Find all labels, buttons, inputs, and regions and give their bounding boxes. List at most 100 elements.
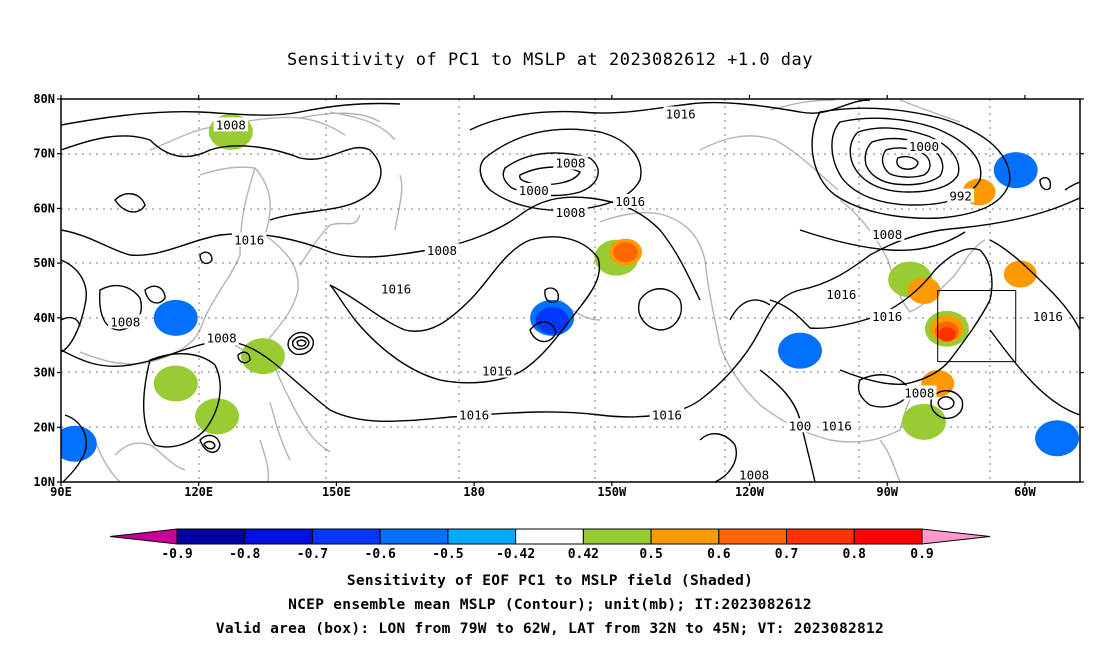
contour-label-bg — [1030, 308, 1066, 323]
contour-label-bg — [108, 314, 143, 329]
lon-tick-label: 90E — [50, 485, 72, 499]
contour-label: 1016 — [234, 232, 264, 247]
lon-tick-label: 150E — [322, 485, 351, 499]
contour-label: 1016 — [482, 364, 512, 379]
contour-label-bg — [736, 467, 772, 482]
contour-label: 1016 — [822, 418, 852, 433]
colorbar-bin — [311, 528, 381, 545]
contour-label: 992 — [949, 188, 972, 203]
contour-label-bg — [479, 363, 515, 378]
contour-label: 1016 — [615, 194, 645, 209]
contour-label: 1008 — [427, 243, 457, 258]
shaded-cell — [240, 338, 285, 375]
colorbar-label: -0.5 — [432, 547, 463, 562]
contour-label-bg — [213, 117, 249, 132]
colorbar-bin — [379, 528, 449, 545]
contour-label-bg — [906, 139, 942, 154]
map-frame — [60, 98, 1081, 483]
contour-label: 1008 — [739, 468, 769, 483]
contour-label: 1008 — [207, 331, 237, 346]
colorbar-bin — [786, 528, 855, 545]
contour-label: 1008 — [904, 385, 934, 400]
shaded-cell — [535, 307, 569, 335]
lat-tick-label: 50N — [33, 256, 55, 270]
contour-label-bg — [231, 232, 267, 247]
contour-label: 1008 — [110, 314, 140, 329]
shaded-cell — [613, 242, 638, 263]
contour-label: 1016 — [1033, 309, 1063, 324]
contour-label: 1016 — [652, 407, 682, 422]
contour-label-bg — [424, 243, 460, 258]
contour-label-bg — [378, 281, 414, 296]
contour-labels: 1008 1008 1016 1000 992 1000 1008 1016 1016 1008 1… — [108, 106, 1066, 483]
contour-label: 1016 — [872, 309, 902, 324]
shaded-cell — [195, 398, 240, 435]
colorbar-label: -0.8 — [229, 547, 260, 562]
mslp-contours — [61, 99, 1080, 482]
shaded-cell — [153, 299, 198, 336]
contour-label: 1016 — [459, 407, 489, 422]
contour-label: 1008 — [872, 227, 902, 242]
lat-tick-label: 80N — [33, 92, 55, 106]
contour-label: 100 — [789, 418, 812, 433]
colorbar-label: -0.6 — [365, 547, 396, 562]
colorbar-min-triangle — [109, 528, 178, 545]
contour-label: 1000 — [909, 139, 939, 154]
colorbar-label: 0.7 — [775, 547, 798, 562]
lat-tick-label: 60N — [33, 201, 55, 215]
valid-area-box — [937, 290, 1017, 363]
caption-line-3: Valid area (box): LON from 79W to 62W, L… — [215, 621, 885, 637]
shaded-cell — [901, 403, 946, 440]
contour-label-bg — [947, 188, 975, 203]
contour-label-bg — [553, 155, 588, 170]
contour-label-bg — [819, 418, 854, 433]
colorbar-label: -0.42 — [496, 547, 535, 562]
colorbar-label: -0.9 — [161, 547, 192, 562]
shaded-cell — [1035, 420, 1080, 457]
colorbar-label: 0.9 — [910, 547, 933, 562]
contour-label-bg — [553, 204, 588, 219]
lon-tick-label: 120E — [184, 485, 213, 499]
colorbar-bin — [176, 528, 246, 545]
shaded-cell — [61, 425, 97, 462]
lon-tick-label: 60W — [1014, 485, 1036, 499]
contour-label-bg — [204, 330, 239, 345]
lon-tick-label: 120W — [735, 485, 765, 499]
colorbar: -0.9 -0.8 -0.7 -0.6 -0.5 -0.42 0.42 0.5 0.6 0.7 0.… — [109, 528, 991, 562]
colorbar-bin — [447, 528, 517, 545]
shaded-cell — [993, 152, 1038, 189]
shaded-cell — [1003, 260, 1037, 288]
caption-line-2: NCEP ensemble mean MSLP (Contour); unit(… — [288, 597, 812, 613]
shaded-cell — [153, 365, 198, 402]
lat-tick-label: 40N — [33, 311, 55, 325]
colorbar-label: 0.8 — [843, 547, 867, 562]
contour-label-bg — [870, 308, 905, 323]
shaded-cell — [907, 277, 941, 304]
contour-label-bg — [516, 183, 551, 198]
colorbar-label: -0.7 — [297, 547, 328, 562]
lat-tick-label: 70N — [33, 147, 55, 161]
lon-tick-label: 180 — [463, 485, 485, 499]
lat-tick-label: 30N — [33, 366, 55, 380]
colorbar-bin — [582, 528, 652, 545]
contour-label-bg — [824, 286, 859, 301]
colorbar-label: 0.5 — [639, 547, 662, 562]
contour-label-bg — [663, 106, 698, 121]
colorbar-bin — [244, 528, 313, 545]
contour-label-bg — [870, 226, 905, 241]
contour-label-bg — [902, 385, 937, 400]
contour-label: 1016 — [381, 282, 411, 297]
colorbar-bin — [718, 528, 788, 545]
contour-label: 1016 — [666, 106, 696, 121]
contour-label-bg — [612, 193, 648, 208]
contour-label: 1008 — [555, 156, 585, 171]
colorbar-label: 0.6 — [707, 547, 731, 562]
lon-tick-label: 90W — [876, 485, 898, 499]
contour-label-bg — [786, 418, 814, 433]
lat-tick-label: 10N — [33, 475, 55, 489]
caption-line-1: Sensitivity of EOF PC1 to MSLP field (Sh… — [346, 573, 754, 589]
shaded-cell — [778, 332, 823, 369]
colorbar-bin — [650, 528, 720, 545]
